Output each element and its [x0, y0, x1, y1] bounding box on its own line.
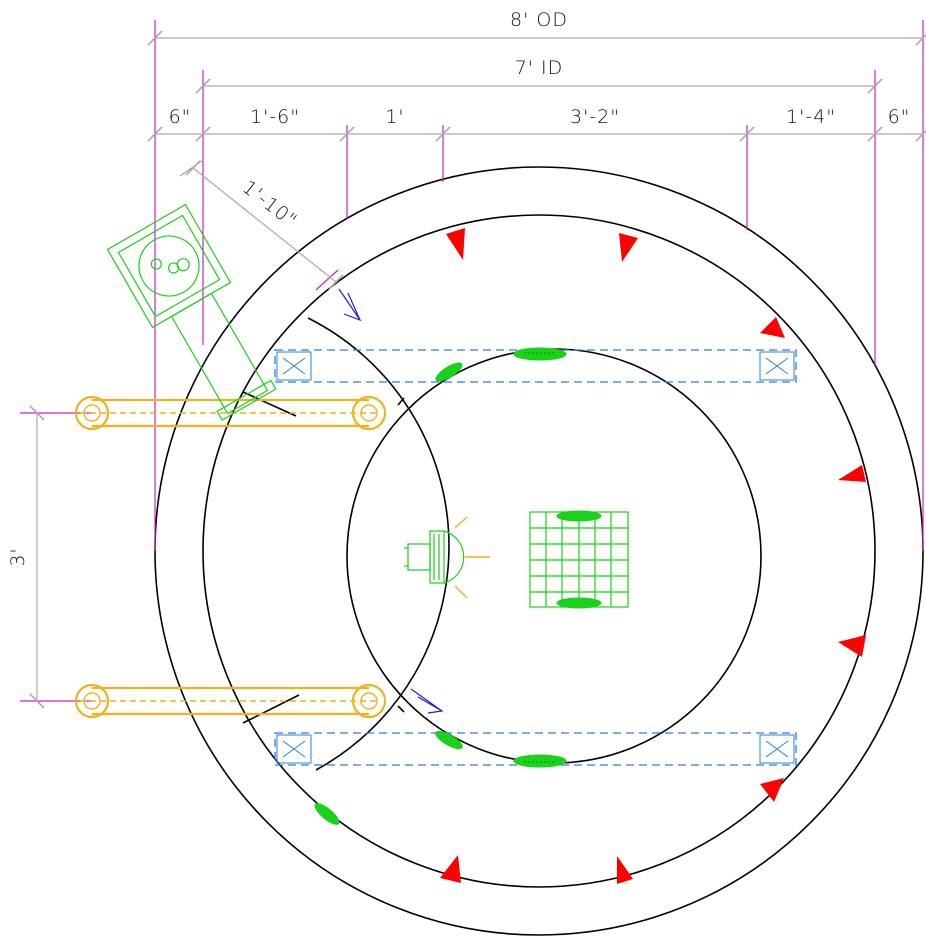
tick-seg-g	[915, 129, 926, 142]
tick-seg-b	[195, 126, 211, 142]
inspection-pipe	[170, 292, 269, 415]
connector-wall-bottom	[397, 705, 405, 713]
rail-top-right-end	[351, 395, 387, 431]
light-fixture-icon	[404, 530, 465, 584]
tick-seg-c	[339, 126, 355, 142]
inner-wall-circle	[202, 214, 876, 888]
light-rays-icon	[454, 516, 490, 599]
grate-handle-top	[556, 510, 602, 522]
step-markers	[440, 228, 866, 884]
left-chamber-bottom-wall	[242, 694, 300, 724]
tick-seg-f	[867, 126, 883, 142]
dimension-lines	[29, 30, 926, 709]
structure-walls	[154, 166, 924, 936]
center-chamber-circle	[346, 348, 762, 764]
fitting-center-top	[513, 347, 567, 361]
floor-grate	[529, 510, 629, 609]
extension-lines	[20, 20, 924, 702]
left-chamber-arc	[307, 317, 450, 771]
step-marker-5	[838, 635, 866, 657]
rail-bottom	[74, 683, 387, 719]
dim-label-od: 8' OD	[510, 9, 568, 31]
dim-label-seg4: 3'-2"	[570, 106, 620, 128]
fitting-center-bottom	[513, 754, 567, 768]
dimension-labels: 8' OD 7' ID 6" 1'-6" 1' 3'-2" 1'-4" 6" 1…	[7, 9, 911, 567]
tick-diag-b	[328, 274, 344, 290]
support-beam-bottom-left-box	[276, 734, 312, 764]
fitting-outer-left	[314, 803, 340, 825]
tick-od-left	[147, 30, 163, 46]
inspection-cover-icon	[138, 235, 200, 297]
flow-arrows	[338, 288, 444, 714]
dim-label-seg1: 6"	[169, 106, 192, 128]
inspection-box	[106, 203, 277, 421]
step-marker-3	[760, 317, 785, 338]
inspection-pipe-collar	[216, 379, 277, 421]
tick-od-right	[915, 33, 926, 46]
outer-wall-circle	[154, 166, 924, 936]
rail-bottom-left-end	[74, 683, 110, 719]
fitting-lower-left	[435, 730, 463, 750]
left-chamber-top-wall	[242, 391, 297, 417]
tick-vert-top	[29, 405, 45, 421]
dim-label-diagonal: 1'-10"	[238, 176, 301, 232]
connector-wall-top	[397, 397, 405, 406]
support-beam-top-left-box	[276, 351, 312, 381]
tick-id-right	[867, 78, 883, 94]
inspection-box-inner	[117, 214, 221, 318]
step-marker-4	[838, 465, 866, 482]
rail-top	[74, 395, 387, 431]
rail-bottom-right-end	[351, 683, 387, 719]
rail-top-left-end	[74, 395, 110, 431]
dim-label-vertical: 3'	[7, 547, 29, 566]
dim-line-diagonal	[192, 167, 337, 283]
support-beam-bottom-right-box	[759, 734, 795, 764]
dim-label-seg6: 6"	[888, 106, 911, 128]
dim-line-diagonal-ext	[179, 159, 204, 177]
dim-label-seg5: 1'-4"	[786, 106, 836, 128]
tick-seg-e	[739, 126, 755, 142]
ladder-rails	[74, 395, 387, 719]
step-marker-7	[617, 856, 633, 884]
tick-id-left	[195, 78, 211, 94]
pipe-fittings	[314, 347, 567, 825]
step-marker-1	[446, 228, 465, 260]
tick-seg-a	[147, 126, 163, 142]
fitting-upper-left	[435, 362, 463, 382]
step-marker-6	[760, 778, 784, 802]
step-marker-2	[619, 233, 638, 262]
dim-label-id: 7' ID	[515, 57, 564, 79]
dim-label-seg3: 1'	[385, 106, 404, 128]
grate-handle-bottom	[556, 597, 602, 609]
step-marker-8	[440, 855, 461, 883]
flow-arrow-top-icon	[338, 288, 362, 322]
support-beam-top-right-box	[759, 351, 795, 381]
dim-label-seg2: 1'-6"	[250, 106, 300, 128]
tick-vert-bottom	[29, 693, 45, 709]
tick-seg-d	[435, 126, 451, 142]
ext-line-diagonal	[315, 269, 339, 291]
flow-arrow-bottom-icon	[410, 688, 444, 714]
light-fixture	[404, 516, 490, 599]
